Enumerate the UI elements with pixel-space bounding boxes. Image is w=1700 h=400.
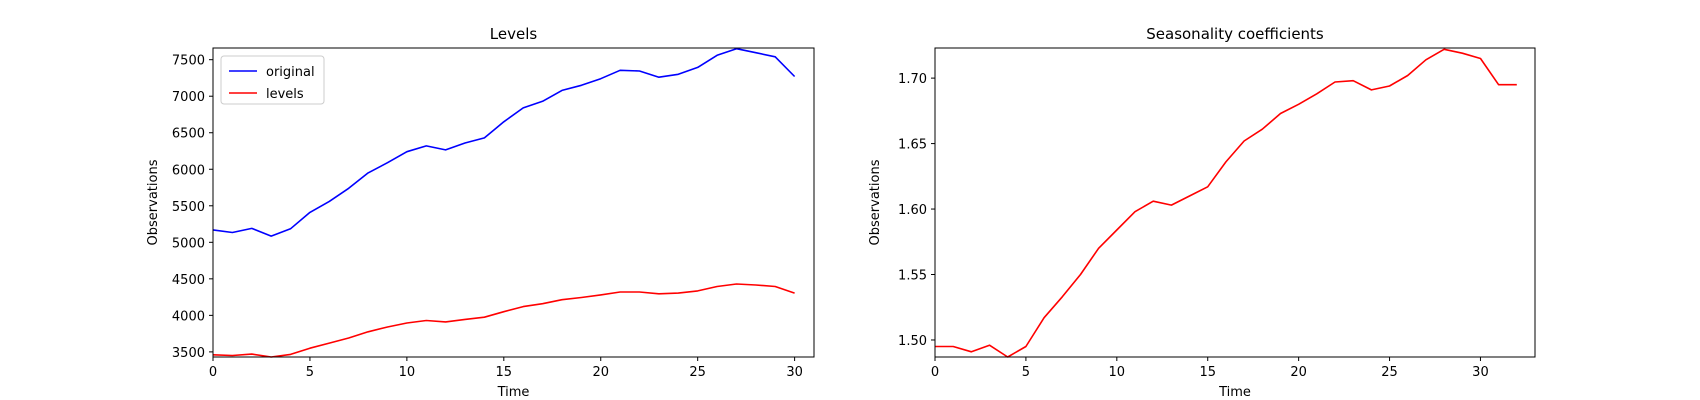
plot-frame <box>934 47 1536 358</box>
y-tick-label: 4500 <box>172 273 205 288</box>
y-tick-label: 3500 <box>172 346 205 361</box>
y-axis-label: Observations <box>868 159 883 245</box>
y-tick-label: 1.50 <box>898 334 927 349</box>
y-tick-label: 6000 <box>172 163 205 178</box>
plot-frame <box>212 47 815 358</box>
y-tick-label: 1.65 <box>898 138 927 153</box>
x-tick-label: 30 <box>786 365 803 380</box>
x-tick-label: 10 <box>1109 365 1126 380</box>
y-tick-label: 4000 <box>172 309 205 324</box>
x-tick-label: 25 <box>689 365 706 380</box>
y-tick-label: 5000 <box>172 236 205 251</box>
series-line-series-0 <box>935 48 1517 358</box>
levels-chart: 0 5 10 15 20 25 30 3500 4000 4500 5000 5500 6000 6500… <box>146 25 815 400</box>
x-tick-label: 20 <box>592 365 609 380</box>
series-line-levels <box>212 283 795 358</box>
x-tick-label: 0 <box>931 365 939 380</box>
x-axis-label: Time <box>1218 385 1251 400</box>
y-tick-label: 5500 <box>172 200 205 215</box>
seasonality-chart: 0 5 10 15 20 25 30 1.50 1.55 1.60 1.65 1.70 Seasonal… <box>868 25 1536 400</box>
chart-title: Seasonality coefficients <box>1146 25 1324 43</box>
y-axis-label: Observations <box>146 159 161 245</box>
x-tick-label: 25 <box>1381 365 1398 380</box>
y-tick-label: 1.55 <box>898 269 927 284</box>
x-tick-label: 15 <box>1199 365 1216 380</box>
x-tick-label: 30 <box>1472 365 1489 380</box>
y-tick-label: 1.70 <box>898 72 927 87</box>
y-tick-label: 6500 <box>172 127 205 142</box>
x-tick-label: 15 <box>496 365 513 380</box>
y-tick-label: 7500 <box>172 54 205 69</box>
x-tick-label: 5 <box>306 365 314 380</box>
legend-label-levels: levels <box>266 87 304 102</box>
legend-box <box>220 55 325 105</box>
y-tick-label: 7000 <box>172 90 205 105</box>
x-axis-label: Time <box>497 385 530 400</box>
x-tick-label: 20 <box>1290 365 1307 380</box>
x-tick-label: 0 <box>209 365 217 380</box>
x-tick-label: 5 <box>1022 365 1030 380</box>
legend: original levels <box>220 55 325 105</box>
chart-title: Levels <box>490 25 538 43</box>
y-tick-label: 1.60 <box>898 203 927 218</box>
legend-label-original: original <box>266 65 315 80</box>
x-tick-label: 10 <box>399 365 416 380</box>
series-line-original <box>212 47 796 237</box>
